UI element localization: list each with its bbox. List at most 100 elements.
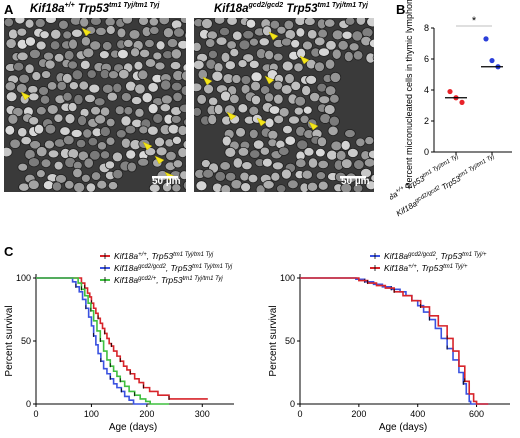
nucleus xyxy=(147,103,159,115)
nucleus xyxy=(40,158,52,169)
x-tick-label: 400 xyxy=(410,409,425,419)
nucleus xyxy=(138,125,149,135)
nucleus xyxy=(245,18,257,29)
nucleus xyxy=(226,18,238,26)
arrowhead-icon xyxy=(20,91,31,101)
nucleus xyxy=(264,117,275,129)
nucleus xyxy=(272,80,284,91)
y-tick-label: 6 xyxy=(424,54,429,64)
nucleus xyxy=(9,138,21,149)
nucleus xyxy=(20,136,32,146)
legend-label: Kif18a+/+, Trp53tm1 Tyj/+ xyxy=(384,263,468,273)
nucleus xyxy=(158,18,170,26)
nucleus xyxy=(112,82,123,94)
nucleus xyxy=(90,171,102,181)
nucleus xyxy=(225,171,237,182)
arrowhead-icon xyxy=(142,141,153,151)
nucleus xyxy=(121,18,133,25)
nucleus xyxy=(282,124,293,135)
nucleus xyxy=(96,179,108,190)
nucleus xyxy=(123,38,134,48)
nucleus xyxy=(28,157,40,168)
nucleus xyxy=(172,159,184,169)
nucleus xyxy=(120,115,132,127)
nucleus xyxy=(284,73,295,85)
nucleus xyxy=(314,61,325,73)
nucleus xyxy=(366,18,374,28)
nucleus xyxy=(67,60,78,70)
nucleus xyxy=(264,92,275,103)
nucleus xyxy=(64,179,75,190)
nucleus xyxy=(262,25,273,37)
nucleus xyxy=(64,113,76,125)
nucleus xyxy=(155,40,166,51)
nucleus xyxy=(15,83,28,94)
nucleus xyxy=(360,167,372,179)
nucleus xyxy=(214,170,227,182)
nucleus xyxy=(267,129,279,141)
micrograph-left xyxy=(4,18,186,192)
nucleus xyxy=(250,94,262,106)
nucleus xyxy=(148,18,159,27)
nucleus xyxy=(249,37,259,47)
nucleus xyxy=(213,62,224,73)
nucleus xyxy=(24,36,36,47)
nucleus xyxy=(273,93,284,105)
nucleus xyxy=(170,48,182,60)
nucleus xyxy=(347,147,359,158)
nucleus xyxy=(18,73,30,84)
nucleus xyxy=(318,95,331,105)
nucleus xyxy=(238,39,251,51)
nucleus xyxy=(177,39,186,50)
nucleus xyxy=(99,150,111,160)
nucleus xyxy=(273,114,285,125)
nucleus xyxy=(68,38,78,50)
arrowhead-icon xyxy=(226,111,237,121)
nucleus xyxy=(31,71,42,82)
nucleus xyxy=(365,52,374,64)
data-point xyxy=(489,57,495,64)
nucleus xyxy=(148,183,161,192)
nucleus xyxy=(62,30,73,40)
nucleus xyxy=(14,18,26,25)
nucleus xyxy=(71,69,84,81)
nucleus xyxy=(363,157,374,168)
nucleus xyxy=(99,50,110,60)
nucleus xyxy=(33,123,45,135)
nucleus xyxy=(224,60,236,71)
nucleus xyxy=(278,107,290,118)
nucleus xyxy=(27,85,39,94)
micrograph-left-image xyxy=(4,18,186,192)
nucleus xyxy=(220,184,232,192)
nucleus xyxy=(220,51,231,63)
nucleus xyxy=(79,59,91,70)
nucleus xyxy=(152,51,163,61)
legend-label: Kif18agcd2/gcd2, Trp53tm1 Tyj/tm1 Tyj xyxy=(114,263,233,273)
nucleus xyxy=(162,27,174,39)
nucleus xyxy=(318,47,330,57)
nucleus xyxy=(301,169,313,180)
scale-bar-label-left: 50 µm xyxy=(152,176,181,187)
nucleus xyxy=(155,146,168,157)
nucleus xyxy=(24,18,35,29)
nucleus xyxy=(144,58,157,68)
nucleus xyxy=(305,74,318,85)
nucleus xyxy=(104,160,116,170)
nucleus xyxy=(326,149,338,161)
nucleus xyxy=(235,127,246,138)
nucleus xyxy=(152,113,164,124)
nucleus xyxy=(205,38,216,48)
nucleus xyxy=(90,18,102,26)
nucleus xyxy=(202,168,214,179)
y-tick-label: 100 xyxy=(16,273,31,283)
nucleus xyxy=(72,167,83,179)
nucleus xyxy=(182,139,186,150)
nucleus xyxy=(344,18,356,26)
nucleus xyxy=(273,52,284,62)
legend-label: Kif18agcd2/gcd2, Trp53tm1 Tyj/+ xyxy=(384,251,487,261)
nucleus xyxy=(211,70,224,82)
nucleus xyxy=(170,114,182,124)
nucleus xyxy=(261,157,273,168)
nucleus xyxy=(99,69,110,80)
arrowhead-icon xyxy=(81,27,92,37)
